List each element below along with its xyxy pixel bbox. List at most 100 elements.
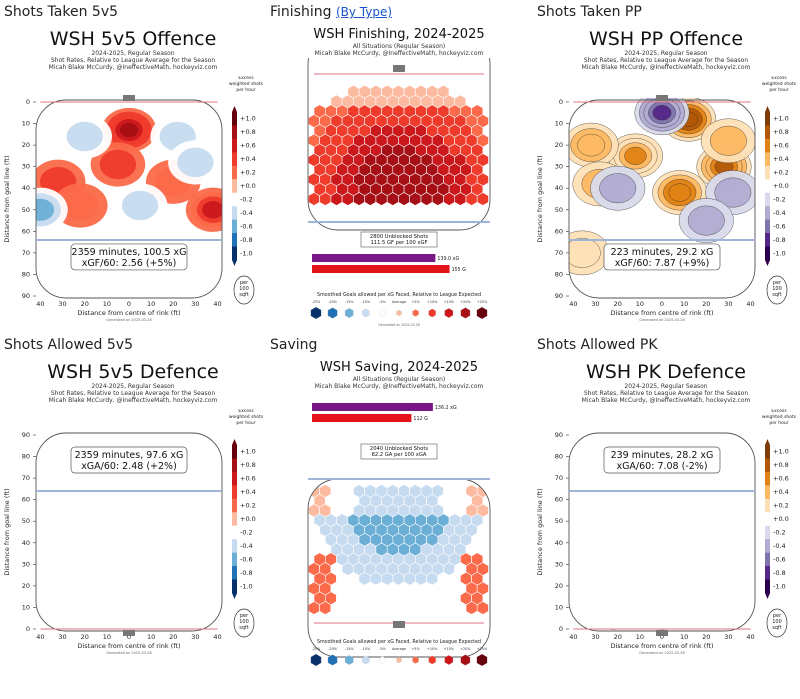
legend-tick-label: +0.0 (240, 515, 256, 523)
heat-contour (124, 538, 179, 582)
subtitle-line: 2024-2025, Regular Season (91, 50, 175, 57)
colorbar-segment (232, 539, 237, 554)
colorbar-segment (232, 471, 237, 486)
heat-contour (652, 105, 672, 121)
heat-contour (644, 593, 680, 622)
scale-tick-label: -5% (379, 647, 386, 651)
x-tick-label: 40 (213, 633, 221, 641)
goal-net (123, 95, 135, 101)
colorbar-segment (232, 165, 237, 180)
colorbar-segment (765, 112, 770, 126)
y-tick-label: 0 (559, 625, 563, 633)
bar-label: 155 G (452, 267, 467, 273)
colorbar-segment (232, 246, 237, 261)
legend-tick-label: -0.8 (773, 569, 786, 577)
heat-contour (714, 177, 752, 208)
x-tick-label: 20 (169, 300, 177, 308)
unit-badge (766, 275, 788, 305)
legend-tick-label: -1.0 (240, 249, 253, 257)
heat-contour (653, 600, 671, 615)
bar-g (312, 265, 450, 273)
colorbar-segment (232, 485, 237, 500)
subtitle-line: 2024-2025, Regular Season (624, 50, 708, 57)
hex-layer (308, 75, 489, 206)
subtitle-line: Micah Blake McCurdy, @IneffectiveMath, h… (581, 64, 751, 71)
colorbar-segment (765, 525, 770, 540)
heat-contour (694, 568, 727, 595)
colorbar-segment (232, 138, 237, 153)
heat-contour (689, 564, 733, 599)
x-tick-label: 40 (36, 633, 44, 641)
goal-net (393, 65, 405, 72)
legend-tick-label: +0.8 (240, 461, 256, 469)
colorbar-segment (232, 579, 237, 594)
legend-tick-label: +0.8 (773, 128, 789, 136)
by-type-link[interactable]: (By Type) (335, 5, 393, 19)
scale-hex (396, 656, 402, 664)
unit-label: per (240, 613, 249, 619)
heat-contour (168, 547, 223, 591)
legend-tick-label: +0.6 (240, 142, 256, 150)
chart-subtitle: 2024-2025, Regular Season Shot Rates, Rel… (533, 383, 799, 404)
scale-hex (396, 309, 402, 317)
chart-subtitle: 2024-2025, Regular Season Shot Rates, Rel… (0, 50, 266, 71)
x-tick-label: 30 (58, 633, 66, 641)
bar-xg (312, 403, 433, 411)
generated-note: Generated on 2025-03-28 (639, 318, 685, 322)
subtitle-line: Micah Blake McCurdy, @IneffectiveMath, h… (314, 383, 484, 390)
x-tick-label: 0 (660, 300, 664, 308)
unit-label: 100 (772, 619, 782, 625)
subtitle-line: Shot Rates, Relative to League Average f… (583, 57, 749, 64)
colorbar-segment (232, 179, 237, 194)
legend-tick-label: +0.0 (773, 515, 789, 523)
y-tick-label: 40 (555, 539, 563, 547)
legend-tick-label: -1.0 (773, 582, 786, 590)
scale-hex (460, 307, 471, 319)
legend-tick-label: -0.2 (773, 528, 786, 536)
chart-title: WSH PK Defence (585, 361, 746, 383)
scale-hex (428, 655, 436, 665)
colorbar-segment (232, 206, 237, 221)
colorbar-segment (765, 539, 770, 554)
bar-label: 139.0 xG (437, 256, 459, 262)
x-axis-label: Distance from centre of rink (ft) (77, 309, 180, 317)
unit-label: sqft (772, 625, 781, 631)
legend-tick-label: +0.4 (773, 155, 789, 163)
y-tick-label: 60 (555, 227, 563, 235)
legend-tick-label: +1.0 (773, 115, 789, 123)
colorbar-segment (232, 566, 237, 580)
scale-tick-label: Average (392, 300, 406, 304)
heat-contour (585, 629, 641, 630)
heat-contour (710, 528, 746, 557)
y-tick-label: 40 (22, 184, 30, 192)
y-tick-label: 20 (22, 582, 30, 590)
unit-label: per (240, 280, 249, 286)
heatmap-layer (18, 473, 234, 625)
legend-title: Excess (238, 76, 254, 81)
heat-contour (608, 547, 663, 591)
x-axis-label: Distance from centre of rink (ft) (610, 642, 713, 650)
hex-cell (476, 601, 489, 615)
rink-chart: Distance from goal line (ft) 0 10 20 30 40 50 6… (3, 409, 264, 655)
x-axis-label: Distance from centre of rink (ft) (610, 309, 713, 317)
heat-contour (677, 545, 713, 574)
stat-line: 223 minutes, 29.2 xG (611, 247, 714, 258)
summary-line: 82.2 GA per 100 xGA (372, 452, 427, 458)
scale-hex (379, 656, 386, 664)
unit-label: per (773, 280, 782, 286)
heat-contour (179, 575, 234, 619)
rink-chart: Distance from goal line (ft) 0 10 20 30 40 50 6… (3, 76, 264, 322)
legend-tick-label: +1.0 (240, 115, 256, 123)
legend-title: per hour (769, 420, 788, 426)
y-tick-label: 0 (26, 625, 30, 633)
legend-tick-label: +0.8 (773, 461, 789, 469)
heat-contour (648, 596, 675, 618)
heatmap-layer (585, 528, 746, 630)
heat-contour (657, 575, 712, 619)
heat-contour (188, 582, 224, 611)
heat-contour (202, 200, 222, 219)
colorbar-arrow-top (232, 439, 237, 445)
y-axis-label: Distance from goal line (ft) (536, 155, 544, 242)
heat-contour (577, 133, 605, 157)
legend-tick-label: -0.6 (773, 555, 786, 563)
